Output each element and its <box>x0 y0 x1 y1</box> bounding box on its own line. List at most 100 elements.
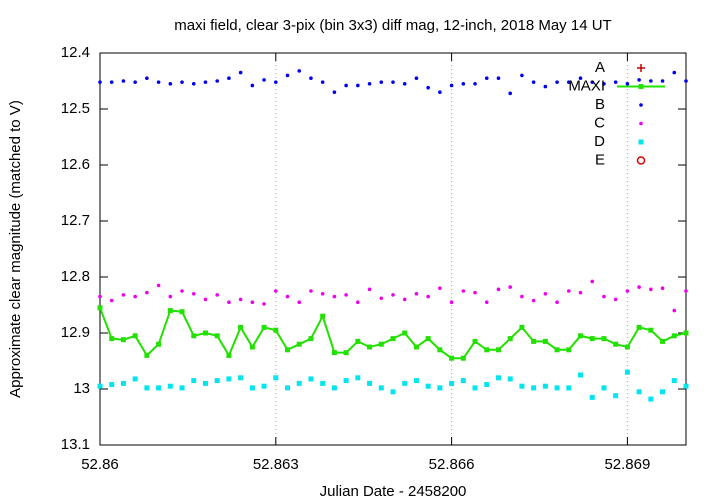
point <box>109 382 115 388</box>
y-tick-label: 12.5 <box>61 100 90 117</box>
point <box>649 287 653 292</box>
point <box>438 286 442 291</box>
legend-label: C <box>594 114 605 131</box>
point <box>578 290 583 295</box>
point <box>496 287 501 292</box>
point <box>156 283 161 288</box>
point <box>202 380 208 386</box>
legend-marker <box>638 139 644 145</box>
point <box>250 300 255 305</box>
point <box>296 380 302 386</box>
point <box>625 82 630 86</box>
point <box>285 294 290 299</box>
point <box>473 290 477 295</box>
point <box>203 80 208 84</box>
point <box>320 313 326 319</box>
legend-label: MAXI <box>568 77 605 94</box>
point <box>649 79 653 83</box>
point <box>519 383 525 389</box>
point <box>343 350 349 356</box>
point <box>637 285 641 289</box>
point <box>145 290 149 295</box>
point <box>355 375 361 381</box>
point <box>144 385 150 391</box>
point <box>413 378 419 384</box>
y-axis-label: Approximate clear magnitude (matched to … <box>7 100 24 398</box>
point <box>473 82 477 86</box>
point <box>156 341 162 347</box>
point <box>484 382 490 388</box>
point <box>671 333 677 339</box>
point <box>168 82 173 86</box>
point <box>555 80 559 84</box>
y-tick-label: 12.8 <box>61 268 90 285</box>
point <box>249 344 255 350</box>
point <box>602 294 606 299</box>
point <box>98 80 102 84</box>
point <box>226 352 232 358</box>
legend-label: D <box>594 133 605 150</box>
point <box>624 369 630 375</box>
point <box>590 279 595 284</box>
point <box>344 83 348 88</box>
point <box>683 330 689 336</box>
point <box>273 375 279 381</box>
point <box>262 78 266 82</box>
point <box>496 76 501 80</box>
point <box>331 385 337 391</box>
point <box>637 78 641 82</box>
legend-marker <box>639 103 643 107</box>
point <box>331 350 337 356</box>
legend-label: B <box>595 96 605 113</box>
point <box>425 336 431 342</box>
point <box>238 70 243 75</box>
point <box>238 375 244 381</box>
x-tick-label: 52.866 <box>429 456 475 473</box>
point <box>249 385 255 391</box>
point <box>508 91 512 96</box>
point <box>602 82 606 86</box>
point <box>449 300 454 305</box>
point <box>531 385 537 391</box>
point <box>378 385 384 391</box>
point <box>542 383 548 389</box>
point <box>460 378 466 384</box>
point <box>578 76 583 80</box>
legend-label: E <box>595 151 605 168</box>
point <box>133 80 137 84</box>
point <box>449 380 455 386</box>
legend-marker <box>639 121 643 126</box>
point <box>438 90 442 94</box>
point <box>180 80 184 84</box>
point <box>332 90 337 94</box>
point <box>542 338 548 344</box>
legend-marker <box>637 64 645 72</box>
chart-title: maxi field, clear 3-pix (bin 3x3) diff m… <box>174 17 611 34</box>
point <box>226 376 232 382</box>
point <box>133 294 137 299</box>
point <box>460 355 466 361</box>
point <box>484 300 489 305</box>
point <box>414 76 419 80</box>
point <box>261 324 267 330</box>
point <box>97 305 103 311</box>
point <box>660 286 665 291</box>
point <box>554 347 560 353</box>
point <box>309 289 313 293</box>
point <box>672 308 677 313</box>
point <box>98 294 102 299</box>
point <box>191 378 197 384</box>
point <box>684 79 688 83</box>
point <box>590 80 595 84</box>
point <box>613 297 618 302</box>
point <box>274 289 278 293</box>
point <box>671 378 677 384</box>
point <box>660 79 665 83</box>
point <box>437 347 443 353</box>
point <box>414 292 419 296</box>
point <box>180 289 184 293</box>
point <box>543 84 548 89</box>
point <box>250 83 255 88</box>
point <box>261 383 267 389</box>
